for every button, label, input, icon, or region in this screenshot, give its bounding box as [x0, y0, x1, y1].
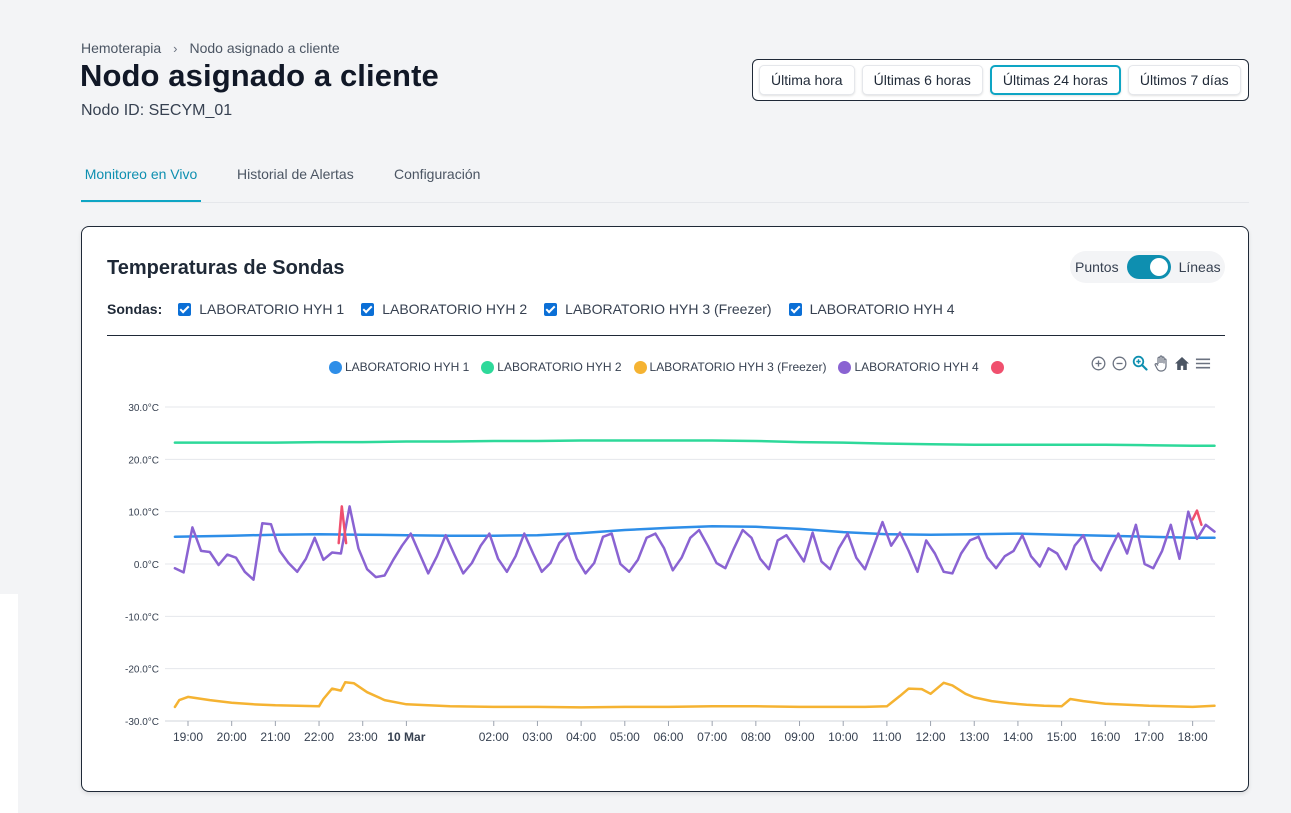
toggle-label-points: Puntos [1075, 259, 1119, 275]
x-tick-label: 15:00 [1047, 730, 1077, 744]
y-tick-label: -20.0°C [125, 665, 159, 676]
x-tick-label: 02:00 [479, 730, 509, 744]
range-last-hour-button[interactable]: Última hora [759, 65, 855, 95]
view-mode-toggle: Puntos Líneas [1070, 251, 1225, 283]
temperature-chart[interactable]: 30.0°C 20.0°C 10.0°C 0.0°C -10.0°C -20.0°C -30… [107, 387, 1217, 782]
chart-legend: LABORATORIO HYH 1 LABORATORIO HYH 2 LABO… [329, 360, 1019, 374]
x-tick-label: 20:00 [217, 730, 247, 744]
tab-bar: Monitoreo en Vivo Historial de Alertas C… [81, 154, 1249, 203]
probe-checkbox-hyh2[interactable]: LABORATORIO HYH 2 [361, 301, 527, 317]
chevron-right-icon: › [173, 40, 178, 56]
zoom-in-icon[interactable] [1090, 354, 1106, 372]
checkbox-checked-icon[interactable] [544, 302, 558, 316]
y-tick-label: 20.0°C [128, 455, 159, 466]
breadcrumb-parent-link[interactable]: Hemoterapia [81, 40, 162, 56]
legend-marker [481, 360, 495, 374]
x-tick-label: 19:00 [173, 730, 203, 744]
legend-marker [633, 360, 647, 374]
probe-checkbox-hyh3[interactable]: LABORATORIO HYH 3 (Freezer) [544, 301, 772, 317]
x-tick-label: 04:00 [566, 730, 596, 744]
probe-filter: Sondas: LABORATORIO HYH 1 LABORATORIO HY… [107, 301, 972, 317]
x-tick-label: 23:00 [348, 730, 378, 744]
y-tick-label: 30.0°C [128, 403, 159, 414]
divider [107, 335, 1225, 336]
tab-live-monitoring[interactable]: Monitoreo en Vivo [81, 154, 201, 202]
x-tick-label: 11:00 [872, 730, 901, 744]
series-line-2[interactable] [173, 439, 1216, 447]
x-tick-label: 14:00 [1003, 730, 1033, 744]
x-tick-label: 21:00 [260, 730, 290, 744]
legend-marker [329, 360, 342, 374]
series-line-1[interactable] [173, 525, 1216, 540]
chart-toolbar [1090, 354, 1211, 372]
switch-knob [1149, 258, 1168, 276]
legend-label: LABORATORIO HYH 1 [345, 360, 470, 374]
y-tick-label: -30.0°C [125, 717, 159, 728]
probes-label: Sondas: [107, 301, 163, 317]
left-sidebar-edge [0, 594, 18, 813]
legend-marker [838, 360, 852, 374]
x-tick-label: 17:00 [1134, 730, 1164, 744]
tab-alert-history[interactable]: Historial de Alertas [237, 166, 354, 182]
legend-item-alert[interactable] [990, 360, 1007, 374]
probe-checkbox-hyh1[interactable]: LABORATORIO HYH 1 [178, 301, 344, 317]
y-tick-label: -10.0°C [125, 612, 159, 623]
probe-checkbox-hyh4[interactable]: LABORATORIO HYH 4 [788, 301, 955, 317]
y-tick-label: 0.0°C [134, 560, 159, 571]
x-tick-label: 03:00 [522, 730, 552, 744]
series-line-4[interactable] [173, 505, 1216, 581]
range-last-7-days-button[interactable]: Últimos 7 días [1127, 65, 1241, 95]
x-tick-label: 12:00 [916, 730, 946, 744]
breadcrumb-current: Nodo asignado a cliente [189, 40, 340, 56]
probe-label: LABORATORIO HYH 1 [199, 301, 345, 317]
legend-item-hyh4[interactable]: LABORATORIO HYH 4 [838, 360, 979, 374]
x-tick-label: 18:00 [1178, 730, 1208, 744]
legend-label: LABORATORIO HYH 4 [854, 360, 979, 374]
node-id: Nodo ID: SECYM_01 [81, 102, 233, 119]
view-mode-switch[interactable] [1126, 255, 1171, 279]
menu-icon[interactable] [1195, 354, 1211, 372]
zoom-selection-icon[interactable] [1132, 354, 1148, 372]
probe-label: LABORATORIO HYH 2 [382, 301, 528, 317]
x-tick-label: 05:00 [610, 730, 640, 744]
legend-label: LABORATORIO HYH 2 [497, 360, 622, 374]
probe-label: LABORATORIO HYH 3 (Freezer) [565, 301, 772, 317]
page-title: Nodo asignado a cliente [80, 58, 439, 93]
checkbox-checked-icon[interactable] [788, 302, 802, 316]
x-tick-label: 08:00 [741, 730, 771, 744]
legend-label: LABORATORIO HYH 3 (Freezer) [649, 360, 827, 374]
pan-icon[interactable] [1153, 354, 1169, 372]
range-last-6-hours-button[interactable]: Últimas 6 horas [861, 65, 983, 95]
x-tick-label: 09:00 [785, 730, 815, 744]
series-line-5[interactable] [1191, 509, 1203, 527]
tab-configuration[interactable]: Configuración [394, 166, 481, 182]
checkbox-checked-icon[interactable] [361, 302, 375, 316]
y-tick-label: 10.0°C [128, 508, 159, 519]
legend-marker [990, 360, 1004, 374]
x-tick-label: 07:00 [697, 730, 727, 744]
zoom-out-icon[interactable] [1111, 354, 1127, 372]
x-tick-label: 06:00 [653, 730, 683, 744]
legend-item-hyh3[interactable]: LABORATORIO HYH 3 (Freezer) [633, 360, 827, 374]
probe-label: LABORATORIO HYH 4 [809, 301, 955, 317]
x-tick-label: 16:00 [1090, 730, 1120, 744]
toggle-label-lines: Líneas [1178, 259, 1221, 275]
home-icon[interactable] [1174, 354, 1190, 372]
x-tick-label: 13:00 [959, 730, 989, 744]
breadcrumb: Hemoterapia › Nodo asignado a cliente [81, 40, 340, 56]
time-range-selector: Última hora Últimas 6 horas Últimas 24 h… [752, 59, 1249, 101]
probe-temperatures-card: Temperaturas de Sondas Puntos Líneas Son… [81, 226, 1249, 792]
x-tick-label: 10:00 [828, 730, 858, 744]
card-title: Temperaturas de Sondas [107, 257, 345, 279]
x-tick-label: 10 Mar [387, 730, 425, 744]
series-line-5[interactable] [337, 505, 348, 545]
legend-item-hyh2[interactable]: LABORATORIO HYH 2 [481, 360, 622, 374]
series-line-3[interactable] [173, 681, 1216, 709]
legend-item-hyh1[interactable]: LABORATORIO HYH 1 [329, 360, 469, 374]
checkbox-checked-icon[interactable] [178, 302, 192, 316]
range-last-24-hours-button[interactable]: Últimas 24 horas [989, 65, 1121, 95]
x-tick-label: 22:00 [304, 730, 334, 744]
